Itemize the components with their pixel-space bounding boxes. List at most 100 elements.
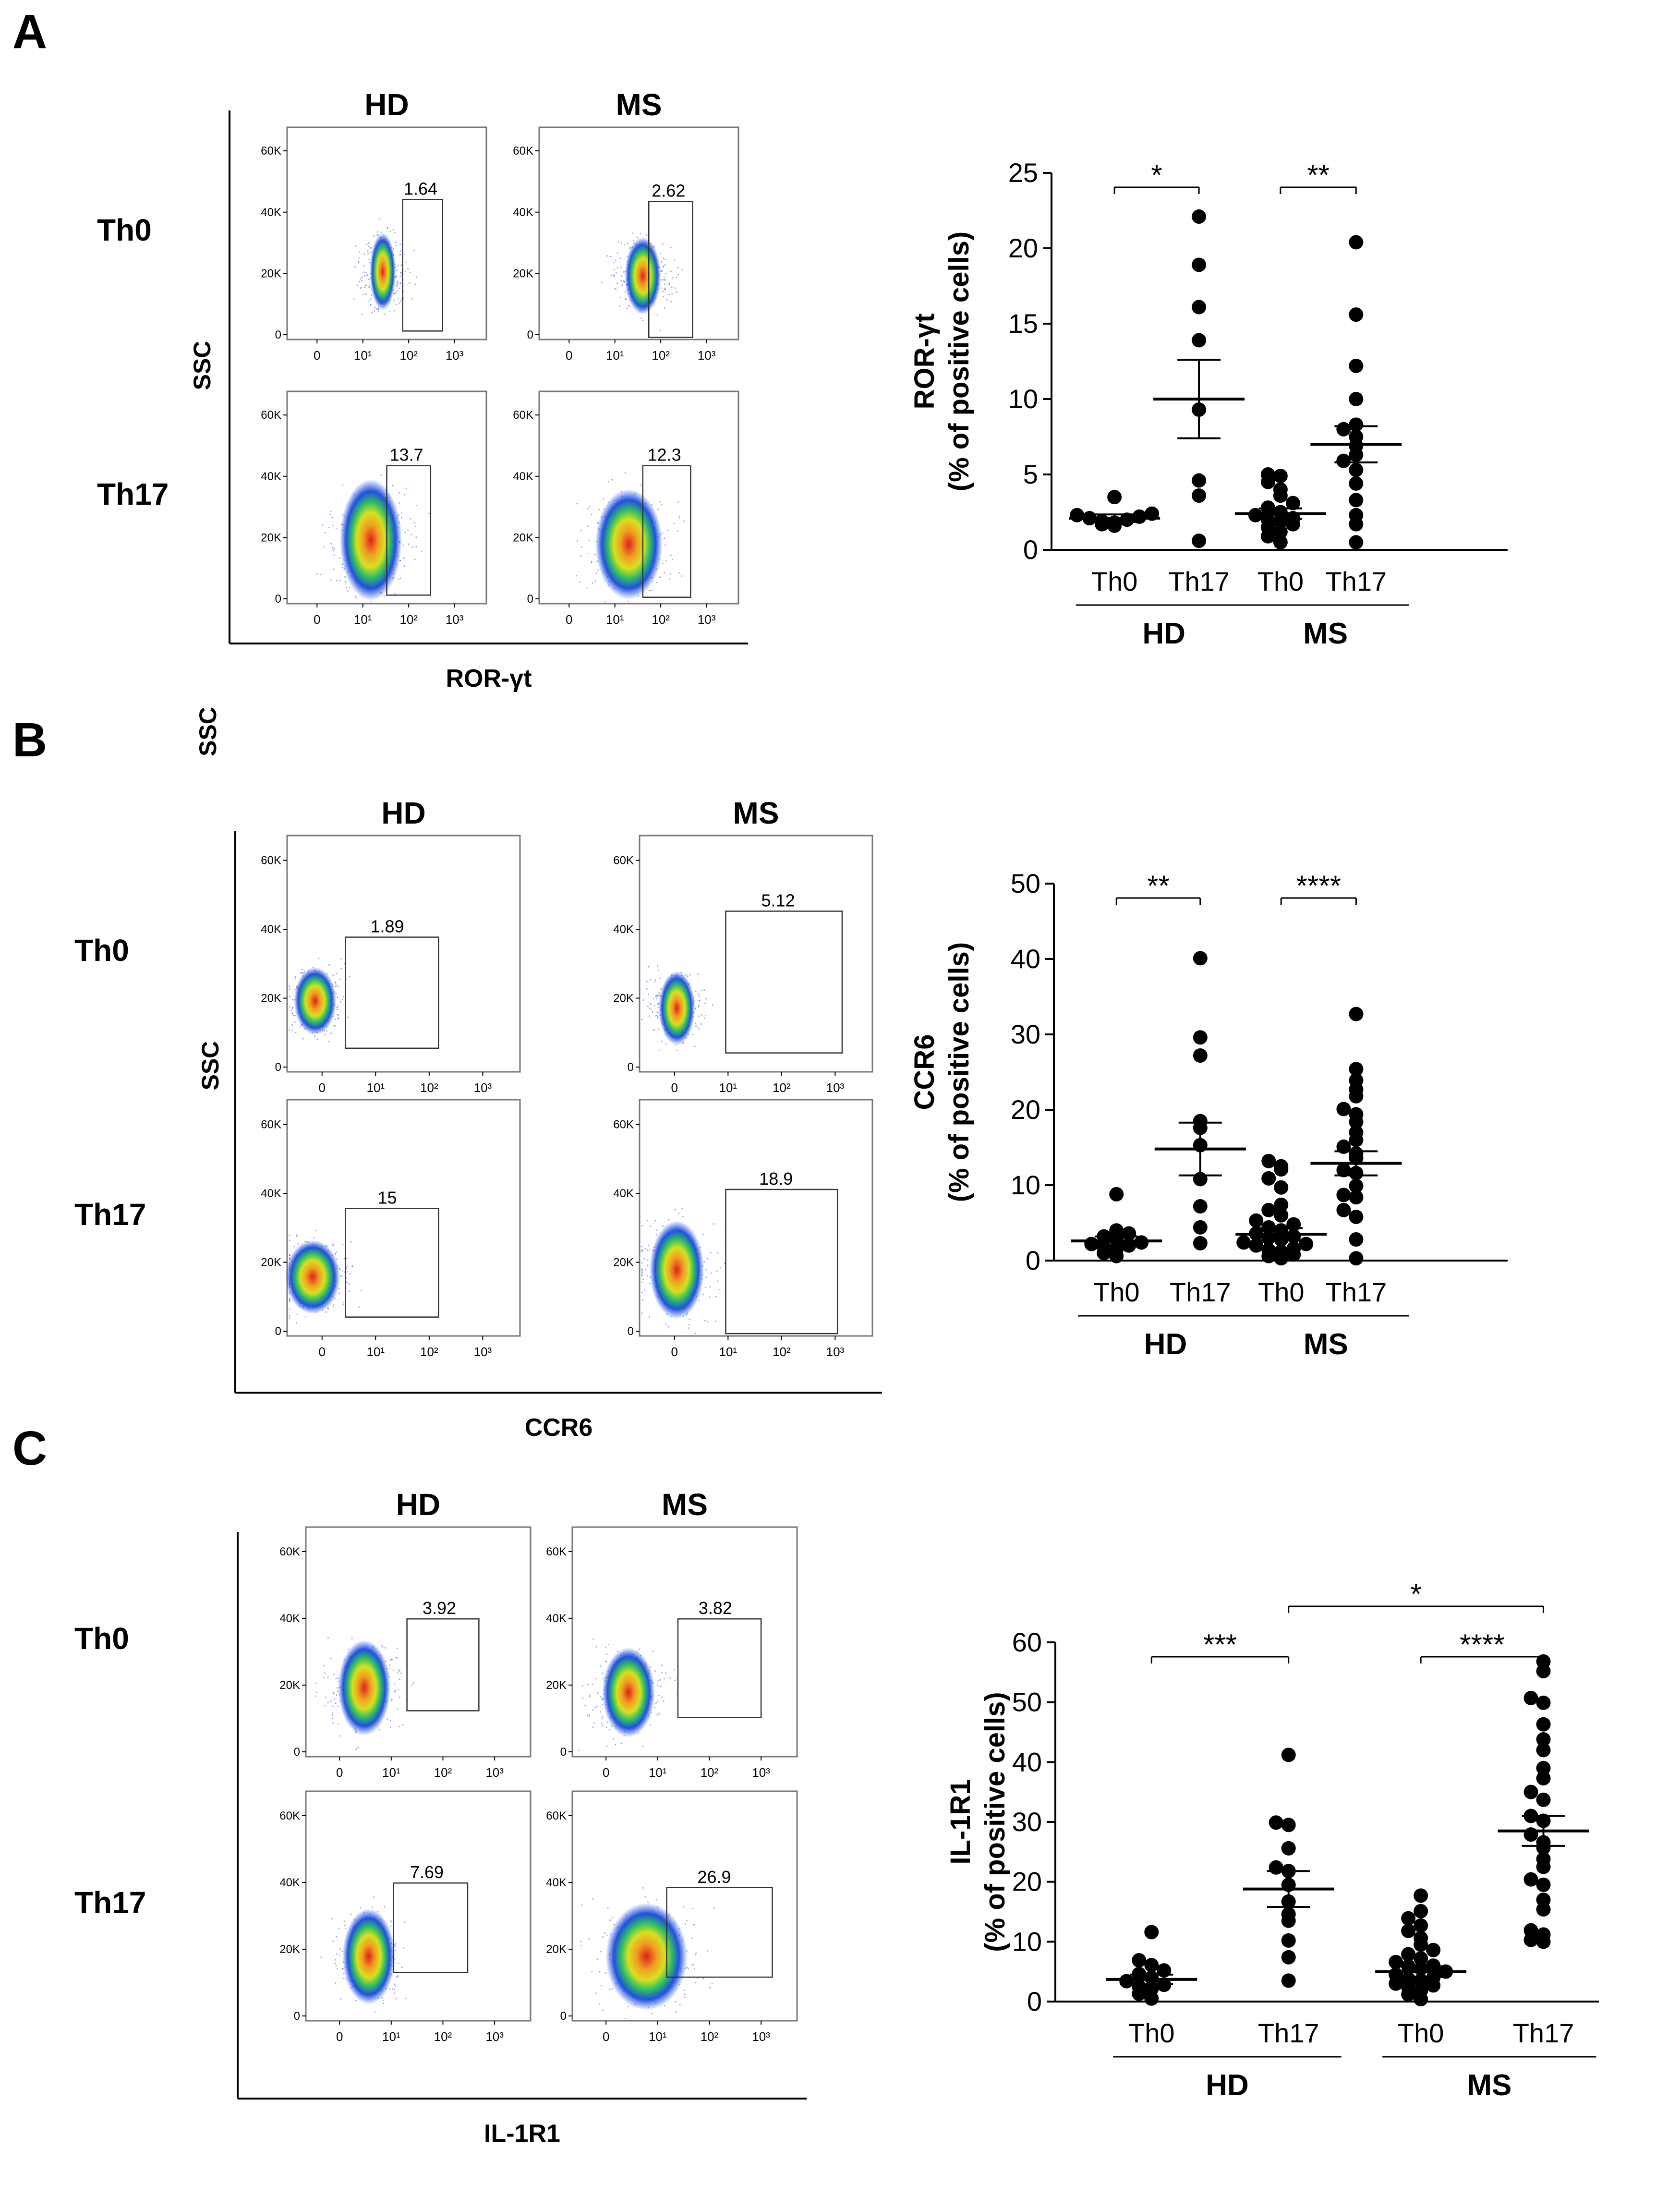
flow-event [344, 576, 346, 578]
flow-event [625, 299, 627, 301]
flow-event [361, 287, 362, 289]
flow-event [330, 1700, 332, 1702]
flow-event [367, 250, 369, 252]
flow-event [604, 601, 606, 602]
flow-event [359, 281, 361, 282]
flow-event [711, 1983, 713, 1984]
flow-event [351, 1638, 353, 1639]
flow-gate-value: 12.3 [648, 445, 681, 465]
flow-event [693, 1964, 695, 1965]
chart-point [1107, 490, 1122, 505]
flow-event [291, 1030, 293, 1031]
chart-y-tick-label: 30 [1012, 1807, 1042, 1837]
flow-event [587, 1714, 589, 1716]
flow-event [346, 1282, 348, 1283]
flow-y-tick-label: 0 [560, 2010, 567, 2023]
flow-event [421, 551, 423, 552]
flow-event [289, 1029, 290, 1031]
flow-event [664, 307, 665, 309]
chart-point [1144, 1957, 1159, 1972]
chart-point [1536, 1792, 1551, 1807]
flow-event [300, 972, 302, 973]
chart-significance-label: * [1151, 159, 1162, 191]
flow-event [705, 998, 707, 1000]
flow-x-tick-label: 10³ [698, 348, 716, 363]
flow-event [588, 540, 590, 541]
flow-gate-value: 1.89 [371, 917, 404, 936]
flow-event [357, 285, 359, 287]
flow-event [648, 1245, 649, 1247]
chart-point [1536, 1771, 1551, 1785]
flow-event [670, 301, 672, 303]
flow-event [660, 279, 662, 281]
flow-event [407, 268, 409, 270]
chart-point [1119, 1974, 1134, 1989]
flow-event [647, 1259, 649, 1261]
flow-event [594, 580, 596, 582]
flow-event [716, 1270, 718, 1272]
flow-event [659, 501, 661, 502]
flow-event [334, 547, 335, 549]
flow-event [391, 1699, 393, 1700]
flow-event [289, 1255, 290, 1256]
chart-point [1349, 476, 1364, 491]
flow-event [378, 1729, 380, 1730]
flow-event [411, 298, 412, 300]
flow-event [334, 1025, 336, 1027]
flow-event [389, 311, 390, 312]
chart-point [1134, 1235, 1149, 1250]
flow-event [335, 528, 337, 530]
flow-event [662, 291, 664, 292]
flow-event [395, 1950, 397, 1951]
flow-event [336, 1258, 338, 1260]
flow-event [657, 1685, 658, 1687]
flow-event [332, 525, 334, 526]
chart-y-tick-label: 20 [1008, 233, 1038, 263]
flow-event [399, 1678, 400, 1680]
chart-point [1261, 1171, 1276, 1186]
chart-group-label: HD [1144, 1328, 1187, 1361]
flow-event [399, 577, 401, 579]
flow-event [393, 292, 395, 294]
flow-event [641, 1019, 643, 1020]
flow-event [582, 1697, 584, 1699]
flow-event [695, 1025, 697, 1027]
flow-event [408, 543, 410, 545]
flow-event [428, 513, 430, 514]
flow-event [659, 993, 660, 995]
flow-event [624, 244, 626, 245]
chart-point [1299, 1237, 1314, 1251]
flow-event [679, 2004, 681, 2006]
chart-point [1274, 1208, 1289, 1223]
flow-event [655, 1015, 657, 1017]
flow-event [350, 1273, 351, 1275]
flow-event [413, 250, 415, 251]
flow-event [606, 255, 608, 257]
flow-event [315, 1230, 316, 1231]
flow-event [671, 293, 673, 295]
flow-event [657, 1017, 659, 1019]
flow-event [587, 587, 588, 589]
flow-event [374, 310, 375, 312]
flow-event [591, 1971, 592, 1972]
flow-event [404, 532, 406, 533]
chart-point [1261, 1202, 1276, 1217]
flow-event [415, 505, 417, 506]
flow-col-label: HD [396, 1487, 440, 1522]
flow-event [343, 963, 345, 964]
chart-category-label: Th17 [1325, 566, 1387, 596]
flow-event [336, 1007, 338, 1008]
flow-event [589, 1694, 591, 1696]
flow-event [297, 1243, 299, 1245]
flow-event [646, 981, 648, 982]
flow-event [334, 1698, 335, 1699]
chart-y-tick-label: 40 [1012, 1747, 1042, 1777]
flow-event [401, 274, 403, 276]
flow-x-tick-label: 10³ [474, 1345, 492, 1359]
flow-event [390, 231, 391, 232]
flow-event [717, 1252, 719, 1254]
chart-point [1336, 1202, 1351, 1217]
flow-event [339, 1954, 341, 1956]
flow-event [370, 303, 372, 305]
flow-x-tick-label: 0 [319, 1345, 326, 1359]
